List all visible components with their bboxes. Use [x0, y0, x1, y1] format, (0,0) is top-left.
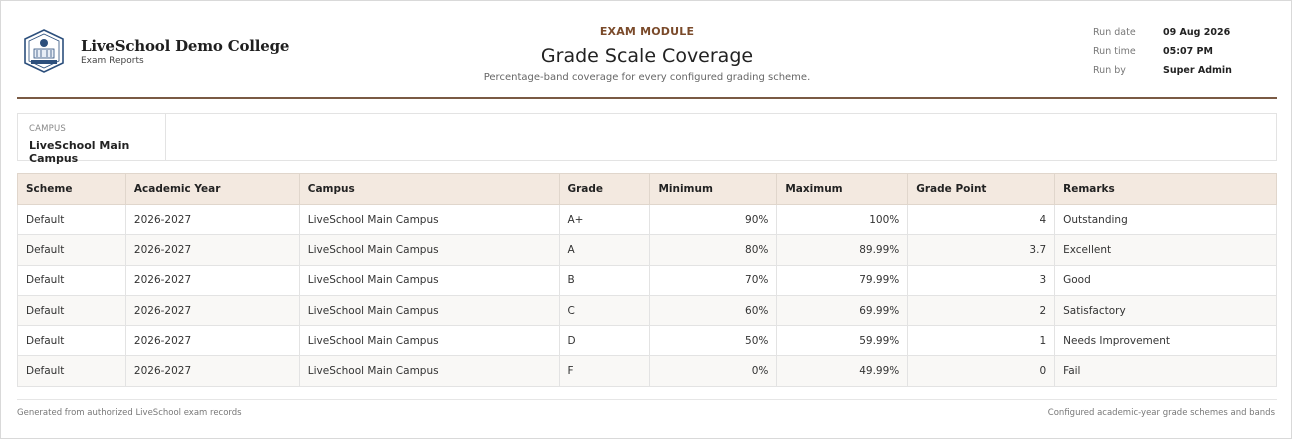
table-row: Default 2026-2027 LiveSchool Main Campus…	[17, 234, 1277, 266]
cell-campus: LiveSchool Main Campus	[298, 294, 560, 327]
column-header-remarks[interactable]: Remarks	[1054, 173, 1277, 205]
college-subtitle: Exam Reports	[81, 56, 144, 66]
cell-scheme: Default	[17, 355, 126, 387]
cell-minimum: 70%	[649, 264, 778, 296]
cell-campus: LiveSchool Main Campus	[298, 264, 560, 296]
cell-remarks: Good	[1054, 264, 1277, 296]
cell-minimum: 0%	[649, 355, 778, 387]
run-by-value: Super Admin	[1163, 65, 1232, 76]
cell-remarks: Needs Improvement	[1054, 325, 1277, 357]
footer-source-note: Generated from authorized LiveSchool exa…	[17, 408, 242, 418]
run-time-row: Run time 05:07 PM	[1093, 46, 1283, 65]
cell-grade: C	[558, 294, 651, 327]
column-header-scheme[interactable]: Scheme	[17, 173, 126, 205]
column-header-minimum[interactable]: Minimum	[649, 173, 778, 205]
cell-remarks: Satisfactory	[1054, 294, 1277, 327]
cell-minimum: 80%	[649, 234, 778, 266]
report-header: LiveSchool Demo College Exam Reports EXA…	[17, 1, 1277, 99]
cell-minimum: 60%	[649, 294, 778, 327]
cell-grade-point: 1	[907, 325, 1056, 357]
cell-academic-year: 2026-2027	[124, 203, 300, 236]
page-subtitle: Percentage-band coverage for every confi…	[483, 72, 811, 83]
cell-remarks: Excellent	[1054, 234, 1277, 266]
run-time-label: Run time	[1093, 46, 1136, 57]
campus-filter: CAMPUS LiveSchool Main Campus	[17, 113, 1277, 165]
cell-maximum: 49.99%	[776, 355, 909, 387]
cell-maximum: 69.99%	[776, 294, 909, 327]
cell-maximum: 79.99%	[776, 264, 909, 296]
page-title: Grade Scale Coverage	[540, 45, 754, 67]
column-header-academic-year[interactable]: Academic Year	[124, 173, 300, 205]
college-crest-icon	[23, 29, 65, 73]
cell-academic-year: 2026-2027	[124, 264, 300, 296]
cell-grade: D	[558, 325, 651, 357]
run-meta: Run date 09 Aug 2026 Run time 05:07 PM R…	[1093, 27, 1283, 84]
column-header-grade-point[interactable]: Grade Point	[907, 173, 1056, 205]
column-header-campus[interactable]: Campus	[298, 173, 560, 205]
cell-grade-point: 4	[907, 203, 1056, 236]
grade-scale-table: Scheme Academic Year Campus Grade Minimu…	[17, 173, 1277, 387]
cell-academic-year: 2026-2027	[124, 294, 300, 327]
run-date-row: Run date 09 Aug 2026	[1093, 27, 1283, 46]
cell-grade-point: 0	[907, 355, 1056, 387]
run-by-row: Run by Super Admin	[1093, 65, 1283, 84]
cell-remarks: Fail	[1054, 355, 1277, 387]
cell-minimum: 90%	[649, 203, 778, 236]
cell-academic-year: 2026-2027	[124, 355, 300, 387]
table-header-row: Scheme Academic Year Campus Grade Minimu…	[17, 173, 1277, 205]
cell-grade: F	[558, 355, 651, 387]
cell-grade: A	[558, 234, 651, 266]
cell-academic-year: 2026-2027	[124, 325, 300, 357]
cell-campus: LiveSchool Main Campus	[298, 234, 560, 266]
cell-scheme: Default	[17, 294, 126, 327]
column-header-grade[interactable]: Grade	[558, 173, 651, 205]
cell-remarks: Outstanding	[1054, 203, 1277, 236]
footer-divider	[17, 399, 1277, 400]
cell-campus: LiveSchool Main Campus	[298, 355, 560, 387]
cell-scheme: Default	[17, 234, 126, 266]
cell-maximum: 89.99%	[776, 234, 909, 266]
table-row: Default 2026-2027 LiveSchool Main Campus…	[17, 264, 1277, 296]
run-date-label: Run date	[1093, 27, 1136, 38]
college-name: LiveSchool Demo College	[81, 37, 290, 55]
campus-cell: CAMPUS LiveSchool Main Campus	[18, 114, 166, 165]
cell-grade-point: 3	[907, 264, 1056, 296]
table-row: Default 2026-2027 LiveSchool Main Campus…	[17, 325, 1277, 357]
table-row: Default 2026-2027 LiveSchool Main Campus…	[17, 294, 1277, 327]
table-row: Default 2026-2027 LiveSchool Main Campus…	[17, 203, 1277, 236]
column-header-maximum[interactable]: Maximum	[776, 173, 909, 205]
cell-scheme: Default	[17, 325, 126, 357]
run-date-value: 09 Aug 2026	[1163, 27, 1231, 38]
cell-maximum: 100%	[776, 203, 909, 236]
campus-value: LiveSchool Main Campus	[29, 139, 130, 165]
table-row: Default 2026-2027 LiveSchool Main Campus…	[17, 355, 1277, 387]
cell-grade: B	[558, 264, 651, 296]
cell-scheme: Default	[17, 203, 126, 236]
cell-campus: LiveSchool Main Campus	[298, 325, 560, 357]
module-label: EXAM MODULE	[599, 25, 695, 38]
cell-scheme: Default	[17, 264, 126, 296]
run-time-value: 05:07 PM	[1163, 46, 1213, 57]
campus-label: CAMPUS	[29, 124, 67, 134]
cell-maximum: 59.99%	[776, 325, 909, 357]
cell-grade-point: 3.7	[907, 234, 1056, 266]
cell-minimum: 50%	[649, 325, 778, 357]
run-by-label: Run by	[1093, 65, 1126, 76]
cell-academic-year: 2026-2027	[124, 234, 300, 266]
cell-grade-point: 2	[907, 294, 1056, 327]
cell-campus: LiveSchool Main Campus	[298, 203, 560, 236]
cell-grade: A+	[558, 203, 651, 236]
footer-scope-note: Configured academic-year grade schemes a…	[1047, 408, 1275, 418]
